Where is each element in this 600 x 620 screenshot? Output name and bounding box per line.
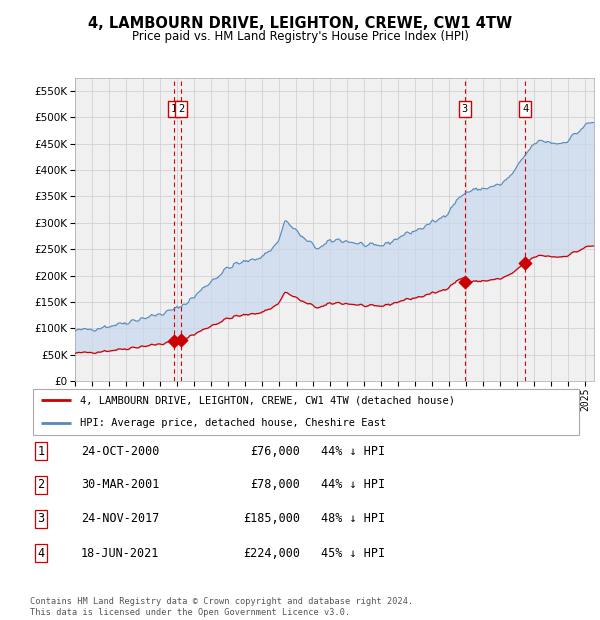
Text: 44% ↓ HPI: 44% ↓ HPI — [321, 479, 385, 491]
Text: 24-NOV-2017: 24-NOV-2017 — [81, 513, 160, 525]
Text: HPI: Average price, detached house, Cheshire East: HPI: Average price, detached house, Ches… — [80, 418, 386, 428]
Text: 3: 3 — [461, 104, 468, 114]
Text: 48% ↓ HPI: 48% ↓ HPI — [321, 513, 385, 525]
Text: 4, LAMBOURN DRIVE, LEIGHTON, CREWE, CW1 4TW (detached house): 4, LAMBOURN DRIVE, LEIGHTON, CREWE, CW1 … — [80, 396, 455, 405]
Text: £185,000: £185,000 — [243, 513, 300, 525]
Point — [176, 335, 186, 345]
Text: 2: 2 — [178, 104, 184, 114]
Text: 18-JUN-2021: 18-JUN-2021 — [81, 547, 160, 559]
Text: 3: 3 — [37, 513, 44, 525]
FancyBboxPatch shape — [33, 389, 579, 435]
Text: 44% ↓ HPI: 44% ↓ HPI — [321, 445, 385, 458]
Text: £76,000: £76,000 — [250, 445, 300, 458]
Text: 2: 2 — [37, 479, 44, 491]
Point — [520, 258, 530, 268]
Text: £224,000: £224,000 — [243, 547, 300, 559]
Text: Contains HM Land Registry data © Crown copyright and database right 2024.
This d: Contains HM Land Registry data © Crown c… — [30, 598, 413, 617]
Text: 1: 1 — [37, 445, 44, 458]
Text: 4: 4 — [522, 104, 529, 114]
Text: 4: 4 — [37, 547, 44, 559]
Text: 45% ↓ HPI: 45% ↓ HPI — [321, 547, 385, 559]
Text: Price paid vs. HM Land Registry's House Price Index (HPI): Price paid vs. HM Land Registry's House … — [131, 30, 469, 43]
Text: 24-OCT-2000: 24-OCT-2000 — [81, 445, 160, 458]
Point — [169, 336, 179, 346]
Text: 1: 1 — [171, 104, 177, 114]
Text: 4, LAMBOURN DRIVE, LEIGHTON, CREWE, CW1 4TW: 4, LAMBOURN DRIVE, LEIGHTON, CREWE, CW1 … — [88, 16, 512, 30]
Text: £78,000: £78,000 — [250, 479, 300, 491]
Point — [460, 277, 469, 287]
Text: 30-MAR-2001: 30-MAR-2001 — [81, 479, 160, 491]
